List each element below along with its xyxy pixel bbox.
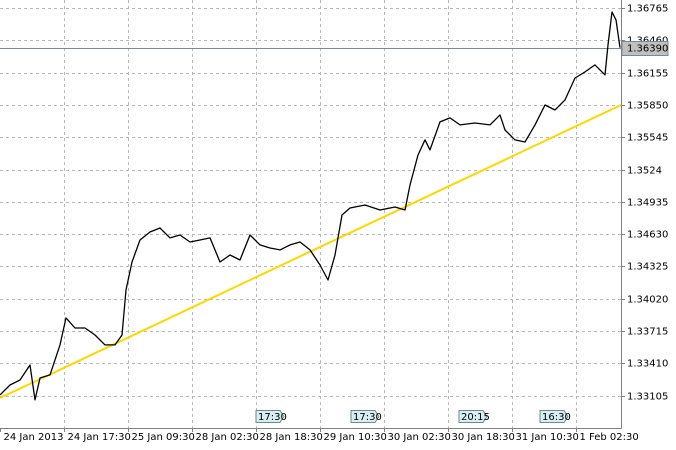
y-tick-label: 1.35850 [627, 101, 668, 112]
y-tick-label: 1.33105 [627, 392, 668, 403]
event-marker [539, 410, 569, 423]
x-tick-label: 25 Jan 09:30 [132, 432, 195, 443]
current-price-label: 1.36390 [627, 44, 668, 55]
y-tick-label: 1.36765 [627, 4, 668, 15]
price-line [0, 11, 621, 401]
event-label: 20:15 [461, 412, 490, 423]
x-tick-label: 31 Jan 10:30 [516, 432, 579, 443]
y-tick-label: 1.34935 [627, 198, 668, 209]
y-tick-label: 1.33410 [627, 359, 668, 370]
y-tick-label: 1.3524 [627, 166, 662, 177]
event-label: 17:30 [258, 412, 287, 423]
event-marker [350, 410, 380, 423]
x-tick-label: 24 Jan 2013 [4, 432, 64, 443]
x-tick-label: 30 Jan 18:30 [452, 432, 515, 443]
y-tick-label: 1.34630 [627, 230, 668, 241]
x-tick-label: 29 Jan 10:30 [324, 432, 387, 443]
event-label: 16:30 [542, 412, 571, 423]
event-marker [458, 410, 488, 423]
y-tick-label: 1.33715 [627, 327, 668, 338]
y-tick-label: 1.35545 [627, 133, 668, 144]
y-tick-label: 1.36155 [627, 69, 668, 80]
y-tick-label: 1.34020 [627, 295, 668, 306]
x-tick-label: 28 Jan 02:30 [196, 432, 259, 443]
event-label: 17:30 [353, 412, 382, 423]
x-tick-label: 1 Feb 02:30 [580, 432, 639, 443]
event-marker [255, 410, 285, 423]
x-tick-label: 24 Jan 17:30 [68, 432, 131, 443]
current-price-box [621, 41, 669, 56]
x-tick-label: 28 Jan 18:30 [260, 432, 323, 443]
y-tick-label: 1.34325 [627, 262, 668, 273]
x-tick-label: 30 Jan 02:30 [388, 432, 451, 443]
